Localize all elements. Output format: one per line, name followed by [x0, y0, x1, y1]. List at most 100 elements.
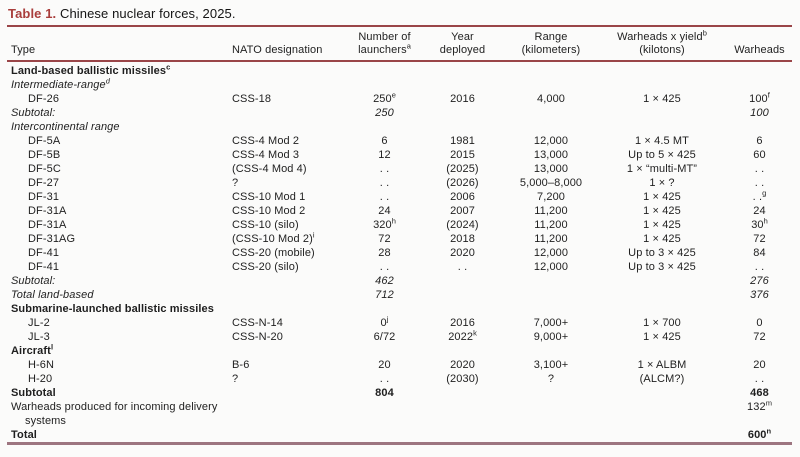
- cell-range-kilometers: [505, 386, 597, 400]
- cell-nato-designation: CSS-10 (silo): [232, 219, 299, 231]
- cell-number-of-launchers: [349, 400, 420, 428]
- cell-warheads-x-yield: [597, 78, 727, 92]
- table-row: DF-31AG (CSS-10 Mod 2)i 72 2018 11,200 1 × 42…: [7, 231, 792, 246]
- cell-range-kilometers: [505, 288, 597, 302]
- cell-warheads: [727, 302, 792, 316]
- cell-warheads-x-yield: 1 × 425: [643, 219, 681, 231]
- cell-type: Submarine-launched ballistic missiles: [11, 303, 214, 315]
- table-row: DF-31A CSS-10 Mod 2 24 2007 11,200 1 × 425 24: [7, 204, 792, 218]
- cell-nato-designation: B-6: [232, 359, 250, 371]
- cell-number-of-launchers: 6: [381, 135, 388, 147]
- cell-range-kilometers: 11,200: [534, 233, 568, 245]
- cell-nato-designation: CSS-4 Mod 2: [232, 135, 300, 147]
- cell-type: Land-based ballistic missilesc: [11, 62, 171, 77]
- cell-range-kilometers: 11,200: [534, 205, 568, 217]
- cell-number-of-launchers: . .: [379, 177, 390, 189]
- cell-range-kilometers: 7,200: [536, 191, 566, 203]
- cell-nato-designation: [232, 428, 349, 444]
- cell-type: Total: [11, 429, 37, 441]
- cell-type: Intermediate-ranged: [11, 76, 110, 91]
- cell-nato-designation: [232, 302, 349, 316]
- table-header: Type NATO designation Number of launchersa Y…: [7, 26, 792, 61]
- cell-warheads: [727, 64, 792, 78]
- table-row: H-6N B-6 20 2020 3,100+ 1 × ALBM 20: [7, 358, 792, 372]
- cell-warheads-x-yield: 1 × 700: [643, 317, 681, 329]
- cell-nato-designation: CSS-N-14: [232, 317, 283, 329]
- cell-type: Subtotal: [11, 387, 56, 399]
- cell-range-kilometers: [505, 302, 597, 316]
- cell-warheads-x-yield: Up to 5 × 425: [628, 149, 696, 161]
- cell-warheads: 100f: [749, 90, 770, 105]
- cell-warheads: 376: [750, 289, 769, 301]
- cell-type: DF-5B: [28, 149, 61, 161]
- cell-warheads-x-yield: [597, 64, 727, 78]
- cell-warheads-x-yield: 1 × ?: [649, 177, 675, 189]
- cell-warheads: 60: [753, 149, 766, 161]
- cell-nato-designation: CSS-10 Mod 1: [232, 191, 306, 203]
- table-row: H-20? . . (2030)? (ALCM?) . .: [7, 372, 792, 386]
- cell-warheads-x-yield: [597, 120, 727, 134]
- cell-number-of-launchers: [349, 120, 420, 134]
- cell-year-deployed: 2007: [450, 205, 475, 217]
- column-header-type: Type: [11, 44, 36, 56]
- cell-year-deployed: 2020: [450, 247, 475, 259]
- cell-warheads: 24: [753, 205, 766, 217]
- cell-nato-designation: [232, 400, 349, 428]
- column-header-warheads-x-yield: Warheads x yieldb (kilotons): [617, 28, 707, 56]
- nuclear-forces-table: Type NATO designation Number of launchersa Y…: [7, 25, 792, 445]
- table-row: Total 600n: [7, 427, 792, 444]
- cell-nato-designation: CSS-20 (mobile): [232, 247, 315, 259]
- cell-year-deployed: [420, 120, 505, 134]
- cell-range-kilometers: 12,000: [533, 247, 569, 259]
- cell-warheads-x-yield: Up to 3 × 425: [628, 261, 696, 273]
- table-row: DF-41 CSS-20 (silo) . . . . 12,000 Up to 3 × …: [7, 260, 792, 274]
- cell-warheads-x-yield: [597, 386, 727, 400]
- cell-range-kilometers: [505, 106, 597, 120]
- cell-year-deployed: 2015: [450, 149, 475, 161]
- table-row: Warheads produced for incoming delivery s…: [7, 399, 792, 428]
- cell-nato-designation: ?: [232, 177, 239, 189]
- cell-number-of-launchers: 462: [375, 275, 394, 287]
- cell-type: DF-31AG: [28, 233, 76, 245]
- cell-year-deployed: 2016: [450, 317, 475, 329]
- table-row: Submarine-launched ballistic missiles: [7, 302, 792, 316]
- cell-range-kilometers: [505, 400, 597, 428]
- cell-warheads-x-yield: Up to 3 × 425: [628, 247, 696, 259]
- cell-year-deployed: [420, 106, 505, 120]
- cell-warheads-x-yield: 1 × 425: [643, 205, 681, 217]
- cell-warheads: . .: [754, 177, 765, 189]
- cell-number-of-launchers: [349, 344, 420, 358]
- cell-warheads: 84: [753, 247, 766, 259]
- cell-number-of-launchers: 12: [378, 149, 391, 161]
- cell-type: Subtotal:: [11, 107, 56, 119]
- cell-year-deployed: 2022k: [448, 328, 477, 343]
- cell-nato-designation: CSS-20 (silo): [232, 261, 299, 273]
- cell-type: DF-31A: [28, 219, 67, 231]
- table-row: DF-31 CSS-10 Mod 1 . . 2006 7,200 1 × 425 . .g: [7, 188, 792, 204]
- cell-type: DF-5C: [28, 163, 61, 175]
- cell-year-deployed: 2006: [450, 191, 475, 203]
- cell-warheads: 6: [756, 135, 763, 147]
- cell-nato-designation: CSS-N-20: [232, 331, 283, 343]
- cell-type: JL-2: [28, 317, 50, 329]
- cell-type: DF-31: [28, 191, 60, 203]
- cell-warheads-x-yield: [597, 106, 727, 120]
- cell-year-deployed: (2026): [446, 177, 479, 189]
- cell-warheads: 276: [750, 275, 769, 287]
- table-row: Aircraftl: [7, 343, 792, 358]
- cell-warheads: 0: [756, 317, 763, 329]
- table-row: Subtotal: 250 100: [7, 106, 792, 120]
- cell-year-deployed: 2018: [450, 233, 475, 245]
- cell-year-deployed: (2025): [446, 163, 479, 175]
- table-title: Table 1. Chinese nuclear forces, 2025.: [8, 6, 792, 22]
- cell-range-kilometers: 13,000: [533, 149, 569, 161]
- cell-range-kilometers: [505, 344, 597, 358]
- table-row: DF-31A CSS-10 (silo) 320h (2024) 11,200 1 × 4…: [7, 217, 792, 232]
- cell-range-kilometers: [505, 78, 597, 92]
- table-row: DF-41 CSS-20 (mobile) 28 2020 12,000 Up to 3 …: [7, 246, 792, 260]
- cell-warheads: . .: [754, 261, 765, 273]
- cell-number-of-launchers: . .: [379, 191, 390, 203]
- cell-number-of-launchers: . .: [379, 163, 390, 175]
- cell-warheads: . .g: [752, 188, 767, 203]
